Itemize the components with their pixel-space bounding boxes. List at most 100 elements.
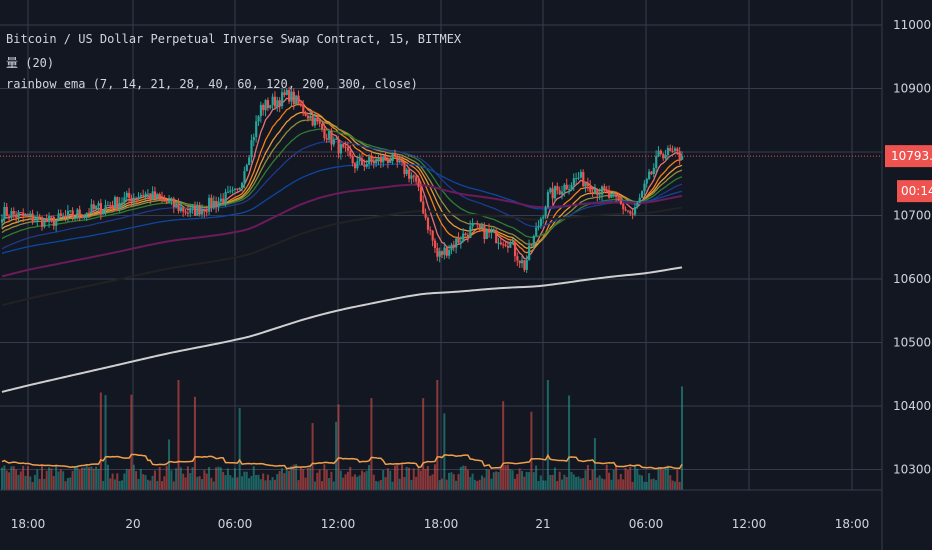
volume-bar xyxy=(318,469,321,490)
volume-legend[interactable]: 量 (20) xyxy=(6,56,55,70)
ema-line xyxy=(1,119,683,245)
volume-bar xyxy=(539,475,542,490)
volume-bar xyxy=(351,476,354,490)
volume-bar xyxy=(196,476,199,490)
volume-bar xyxy=(304,477,307,490)
volume-bar xyxy=(153,470,156,490)
volume-bar xyxy=(278,471,281,490)
volume-bar xyxy=(650,479,653,490)
volume-bar xyxy=(405,466,408,490)
volume-bar xyxy=(546,380,549,490)
volume-bar xyxy=(302,468,305,490)
rainbow-ema-legend[interactable]: rainbow ema (7, 14, 21, 28, 40, 60, 120,… xyxy=(6,77,418,91)
candle-body xyxy=(224,192,227,205)
candle-body xyxy=(363,164,366,167)
volume-bar xyxy=(269,480,272,490)
volume-bar xyxy=(393,465,396,490)
candle-body xyxy=(290,91,293,102)
volume-bar xyxy=(149,480,152,490)
candle-body xyxy=(596,189,599,196)
volume-bar xyxy=(15,469,18,490)
candle-body xyxy=(358,158,361,162)
candle-body xyxy=(321,123,324,130)
volume-bar xyxy=(217,466,220,490)
volume-bar xyxy=(252,466,255,490)
volume-bar xyxy=(184,477,187,490)
volume-bar xyxy=(365,470,368,490)
volume-bar xyxy=(83,467,86,490)
volume-bar xyxy=(605,464,608,490)
candle-body xyxy=(29,213,32,216)
time-tick-label: 06:00 xyxy=(218,517,253,531)
volume-bar xyxy=(622,479,625,490)
volume-bar xyxy=(516,474,519,490)
candle-body xyxy=(313,117,317,126)
candle-body xyxy=(132,197,135,202)
volume-bar xyxy=(401,464,403,490)
candle-body xyxy=(506,245,510,248)
volume-bar xyxy=(433,464,436,490)
volume-bar xyxy=(551,474,554,490)
volume-bar xyxy=(81,467,83,490)
candle-body xyxy=(589,185,592,192)
candle-body xyxy=(417,181,420,188)
candle-body xyxy=(212,200,215,208)
candle-body xyxy=(330,130,333,145)
volume-bar xyxy=(528,472,531,490)
countdown-value: 00:14 xyxy=(901,184,932,198)
candle-body xyxy=(175,203,178,208)
candle-body xyxy=(483,225,486,240)
candle-body xyxy=(579,171,583,178)
volume-bar xyxy=(203,470,206,490)
time-axis[interactable]: 18:00 20 06:00 12:00 18:00 21 06:00 12:00 18:00 xyxy=(0,489,882,531)
candle-body xyxy=(452,244,455,248)
volume-bar xyxy=(502,401,505,490)
volume-bar xyxy=(55,464,58,490)
volume-bar xyxy=(655,480,658,490)
volume-bar xyxy=(106,464,109,490)
candle-body xyxy=(64,216,67,218)
candle-body xyxy=(5,206,8,217)
volume-bar xyxy=(485,469,488,490)
candle-body xyxy=(396,155,399,163)
volume-bar xyxy=(504,465,507,490)
volume-bar xyxy=(222,471,225,490)
volume-bar xyxy=(226,468,229,490)
volume-bar xyxy=(43,478,46,490)
candle-body xyxy=(610,193,613,198)
volume-bar xyxy=(445,479,448,490)
volume-bar xyxy=(492,472,495,490)
volume-bar xyxy=(678,481,681,490)
candle-body xyxy=(266,100,270,109)
volume-bar xyxy=(123,473,126,490)
volume-bar xyxy=(410,479,413,490)
volume-bar xyxy=(92,468,95,490)
volume-bar xyxy=(158,466,161,490)
volume-bar xyxy=(358,475,361,490)
candle-body xyxy=(518,260,521,264)
chart-title-legend[interactable]: Bitcoin / US Dollar Perpetual Inverse Sw… xyxy=(6,32,462,46)
volume-bar xyxy=(525,471,528,490)
volume-bar xyxy=(596,477,599,490)
volume-bar xyxy=(231,477,234,490)
candle-body xyxy=(561,191,564,195)
candle-body xyxy=(144,193,147,196)
candle-body xyxy=(593,189,597,194)
volume-bar xyxy=(259,479,262,490)
candle-body xyxy=(570,184,573,190)
volume-bar xyxy=(137,478,140,490)
candle-body xyxy=(431,230,434,241)
price-axis[interactable]: 11000.010900.010800.010700.010600.010500… xyxy=(881,0,932,550)
volume-bar xyxy=(481,475,483,490)
volume-bar xyxy=(636,468,639,490)
candle-body xyxy=(626,210,630,212)
candle-body xyxy=(281,92,284,107)
candle-body xyxy=(641,191,644,198)
volume-bar xyxy=(271,477,274,490)
candle-body xyxy=(469,226,472,238)
volume-bar xyxy=(311,423,314,490)
volume-bar xyxy=(177,380,180,490)
candle-body xyxy=(415,176,418,182)
volume-bar xyxy=(22,465,25,490)
